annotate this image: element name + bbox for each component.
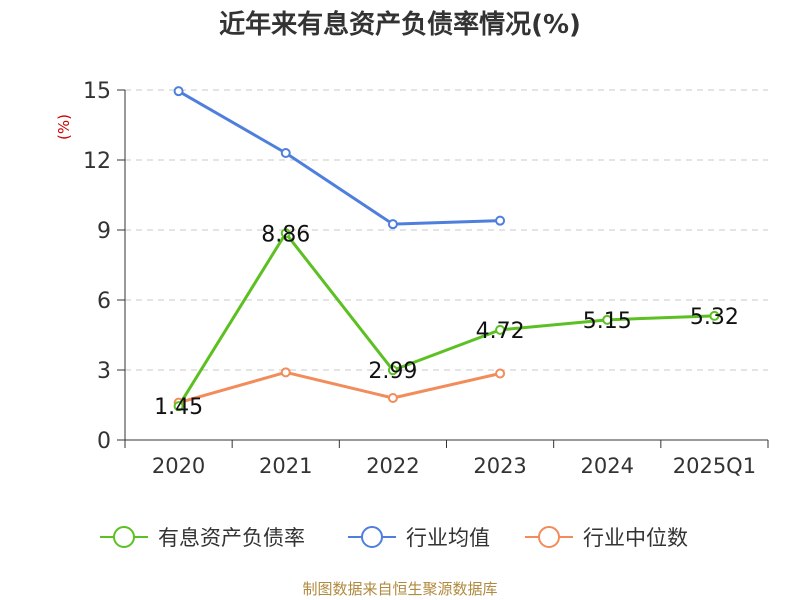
data-label: 5.15 — [583, 309, 632, 334]
data-label: 1.45 — [154, 395, 203, 420]
source-note: 制图数据来自恒生聚源数据库 — [302, 580, 498, 598]
data-point — [280, 228, 291, 239]
legend-marker — [361, 526, 383, 548]
y-tick-label: 0 — [97, 429, 111, 454]
data-label: 4.72 — [476, 319, 525, 344]
series-layer — [173, 86, 720, 412]
x-tick-label: 2025Q1 — [673, 454, 756, 478]
x-tick-label: 2021 — [259, 454, 312, 478]
y-tick-label: 12 — [83, 149, 111, 174]
data-point — [387, 393, 398, 403]
legend-label: 行业中位数 — [583, 526, 688, 550]
data-point — [387, 219, 398, 230]
series-line — [178, 370, 501, 405]
data-point — [495, 215, 506, 226]
data-point — [495, 324, 506, 335]
data-labels: 1.45 8.86 2.99 4.72 5.15 5.32 — [154, 222, 739, 420]
data-point — [280, 148, 291, 158]
data-point — [173, 86, 184, 97]
y-axis-unit-label: (%) — [55, 114, 73, 140]
data-point — [602, 314, 613, 325]
legend-marker — [538, 526, 560, 548]
legend[interactable]: 有息资产负债率 行业均值 行业中位数 — [100, 526, 688, 550]
series-line — [177, 89, 501, 226]
chart-title: 近年来有息资产负债率情况(%) — [219, 10, 581, 40]
axes: 0 3 6 9 12 15 2020 2021 2022 2023 2024 2025Q1 — [83, 79, 769, 478]
x-tick-label: 2022 — [366, 454, 419, 478]
data-point — [709, 310, 720, 321]
x-tick-label: 2020 — [152, 454, 205, 478]
gridlines — [125, 89, 768, 371]
data-point — [387, 365, 398, 376]
y-tick-label: 9 — [97, 219, 111, 244]
data-point — [495, 368, 506, 379]
x-tick-label: 2024 — [581, 454, 634, 478]
series-line — [177, 231, 715, 407]
legend-marker — [113, 526, 135, 548]
data-label: 2.99 — [368, 359, 417, 384]
data-label: 5.32 — [690, 305, 739, 330]
x-tick-label: 2023 — [473, 454, 526, 478]
legend-label: 有息资产负债率 — [158, 526, 305, 550]
legend-label: 行业均值 — [406, 526, 490, 550]
data-point — [173, 401, 184, 412]
y-tick-label: 3 — [97, 359, 111, 384]
data-label: 8.86 — [261, 222, 310, 247]
y-tick-label: 15 — [83, 79, 111, 104]
data-point — [280, 367, 291, 378]
y-tick-label: 6 — [97, 289, 111, 314]
